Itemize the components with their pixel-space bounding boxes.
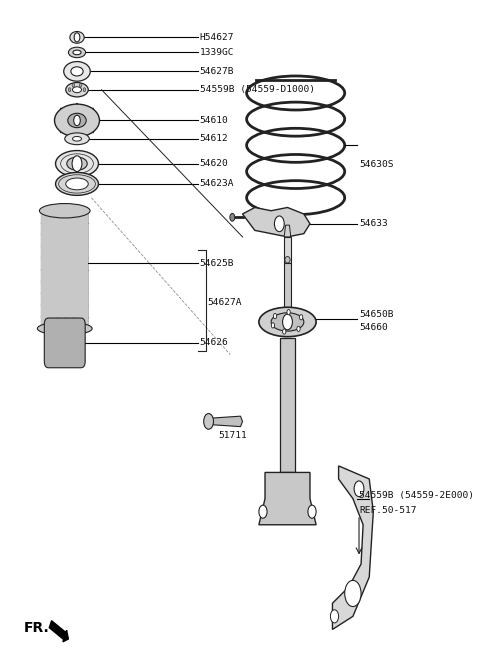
Text: 54650B: 54650B xyxy=(359,309,394,319)
FancyBboxPatch shape xyxy=(41,245,89,259)
Text: H54627: H54627 xyxy=(200,33,234,42)
Circle shape xyxy=(259,505,267,518)
Circle shape xyxy=(308,505,316,518)
Ellipse shape xyxy=(39,204,90,218)
Circle shape xyxy=(74,33,80,42)
FancyBboxPatch shape xyxy=(41,292,89,306)
Circle shape xyxy=(83,88,85,92)
Ellipse shape xyxy=(55,104,99,137)
Text: 54559B (54559-2E000): 54559B (54559-2E000) xyxy=(359,491,474,500)
Text: 54627A: 54627A xyxy=(208,298,242,307)
Ellipse shape xyxy=(72,137,82,141)
Circle shape xyxy=(69,88,71,92)
Circle shape xyxy=(74,115,80,125)
Text: REF.50-517: REF.50-517 xyxy=(359,506,417,515)
Ellipse shape xyxy=(69,47,85,58)
Ellipse shape xyxy=(56,150,98,177)
Circle shape xyxy=(345,580,361,606)
Bar xyxy=(284,237,291,263)
Polygon shape xyxy=(242,208,310,237)
FancyBboxPatch shape xyxy=(41,233,89,248)
Ellipse shape xyxy=(66,83,88,97)
Text: 54633: 54633 xyxy=(359,219,388,229)
Polygon shape xyxy=(333,466,373,629)
Text: 54626: 54626 xyxy=(200,338,228,348)
Bar xyxy=(280,338,295,472)
Ellipse shape xyxy=(56,173,98,195)
Ellipse shape xyxy=(64,62,90,81)
Text: 54612: 54612 xyxy=(200,134,228,143)
Text: 54559B (54559-D1000): 54559B (54559-D1000) xyxy=(200,85,314,94)
Text: 54627B: 54627B xyxy=(200,67,234,76)
Circle shape xyxy=(72,156,82,171)
Polygon shape xyxy=(211,416,242,426)
Ellipse shape xyxy=(71,67,83,76)
Ellipse shape xyxy=(285,256,290,263)
Circle shape xyxy=(297,327,300,332)
Circle shape xyxy=(80,83,82,87)
Text: 54660: 54660 xyxy=(359,323,388,332)
Circle shape xyxy=(275,216,284,232)
Circle shape xyxy=(300,315,303,320)
Ellipse shape xyxy=(67,157,87,170)
Ellipse shape xyxy=(66,178,88,190)
Text: FR.: FR. xyxy=(24,621,49,635)
Circle shape xyxy=(354,481,364,497)
FancyBboxPatch shape xyxy=(41,256,89,271)
Text: 54630S: 54630S xyxy=(359,160,394,170)
Ellipse shape xyxy=(70,32,84,43)
FancyBboxPatch shape xyxy=(41,304,89,318)
Circle shape xyxy=(72,83,74,87)
Polygon shape xyxy=(284,225,291,237)
Ellipse shape xyxy=(72,87,82,93)
Circle shape xyxy=(330,610,338,623)
Text: 51711: 51711 xyxy=(218,431,247,440)
Ellipse shape xyxy=(68,113,86,127)
Text: 54625B: 54625B xyxy=(200,259,234,267)
Text: 54610: 54610 xyxy=(200,116,228,125)
Circle shape xyxy=(204,413,214,429)
Circle shape xyxy=(274,313,276,319)
Ellipse shape xyxy=(37,322,92,335)
FancyBboxPatch shape xyxy=(41,315,89,330)
Ellipse shape xyxy=(259,307,316,336)
FancyBboxPatch shape xyxy=(41,221,89,236)
FancyArrow shape xyxy=(49,621,68,642)
FancyBboxPatch shape xyxy=(44,318,85,368)
FancyBboxPatch shape xyxy=(41,268,89,283)
Bar xyxy=(284,263,291,315)
FancyBboxPatch shape xyxy=(41,280,89,294)
Ellipse shape xyxy=(271,313,304,331)
Circle shape xyxy=(283,329,286,334)
Text: 54623A: 54623A xyxy=(200,179,234,189)
Polygon shape xyxy=(259,472,316,525)
Circle shape xyxy=(283,314,292,330)
Ellipse shape xyxy=(73,50,81,55)
FancyBboxPatch shape xyxy=(41,210,89,224)
Circle shape xyxy=(230,214,235,221)
Text: 54620: 54620 xyxy=(200,159,228,168)
Ellipse shape xyxy=(65,133,89,145)
Circle shape xyxy=(287,309,290,315)
Text: 1339GC: 1339GC xyxy=(200,48,234,57)
Circle shape xyxy=(271,323,275,328)
